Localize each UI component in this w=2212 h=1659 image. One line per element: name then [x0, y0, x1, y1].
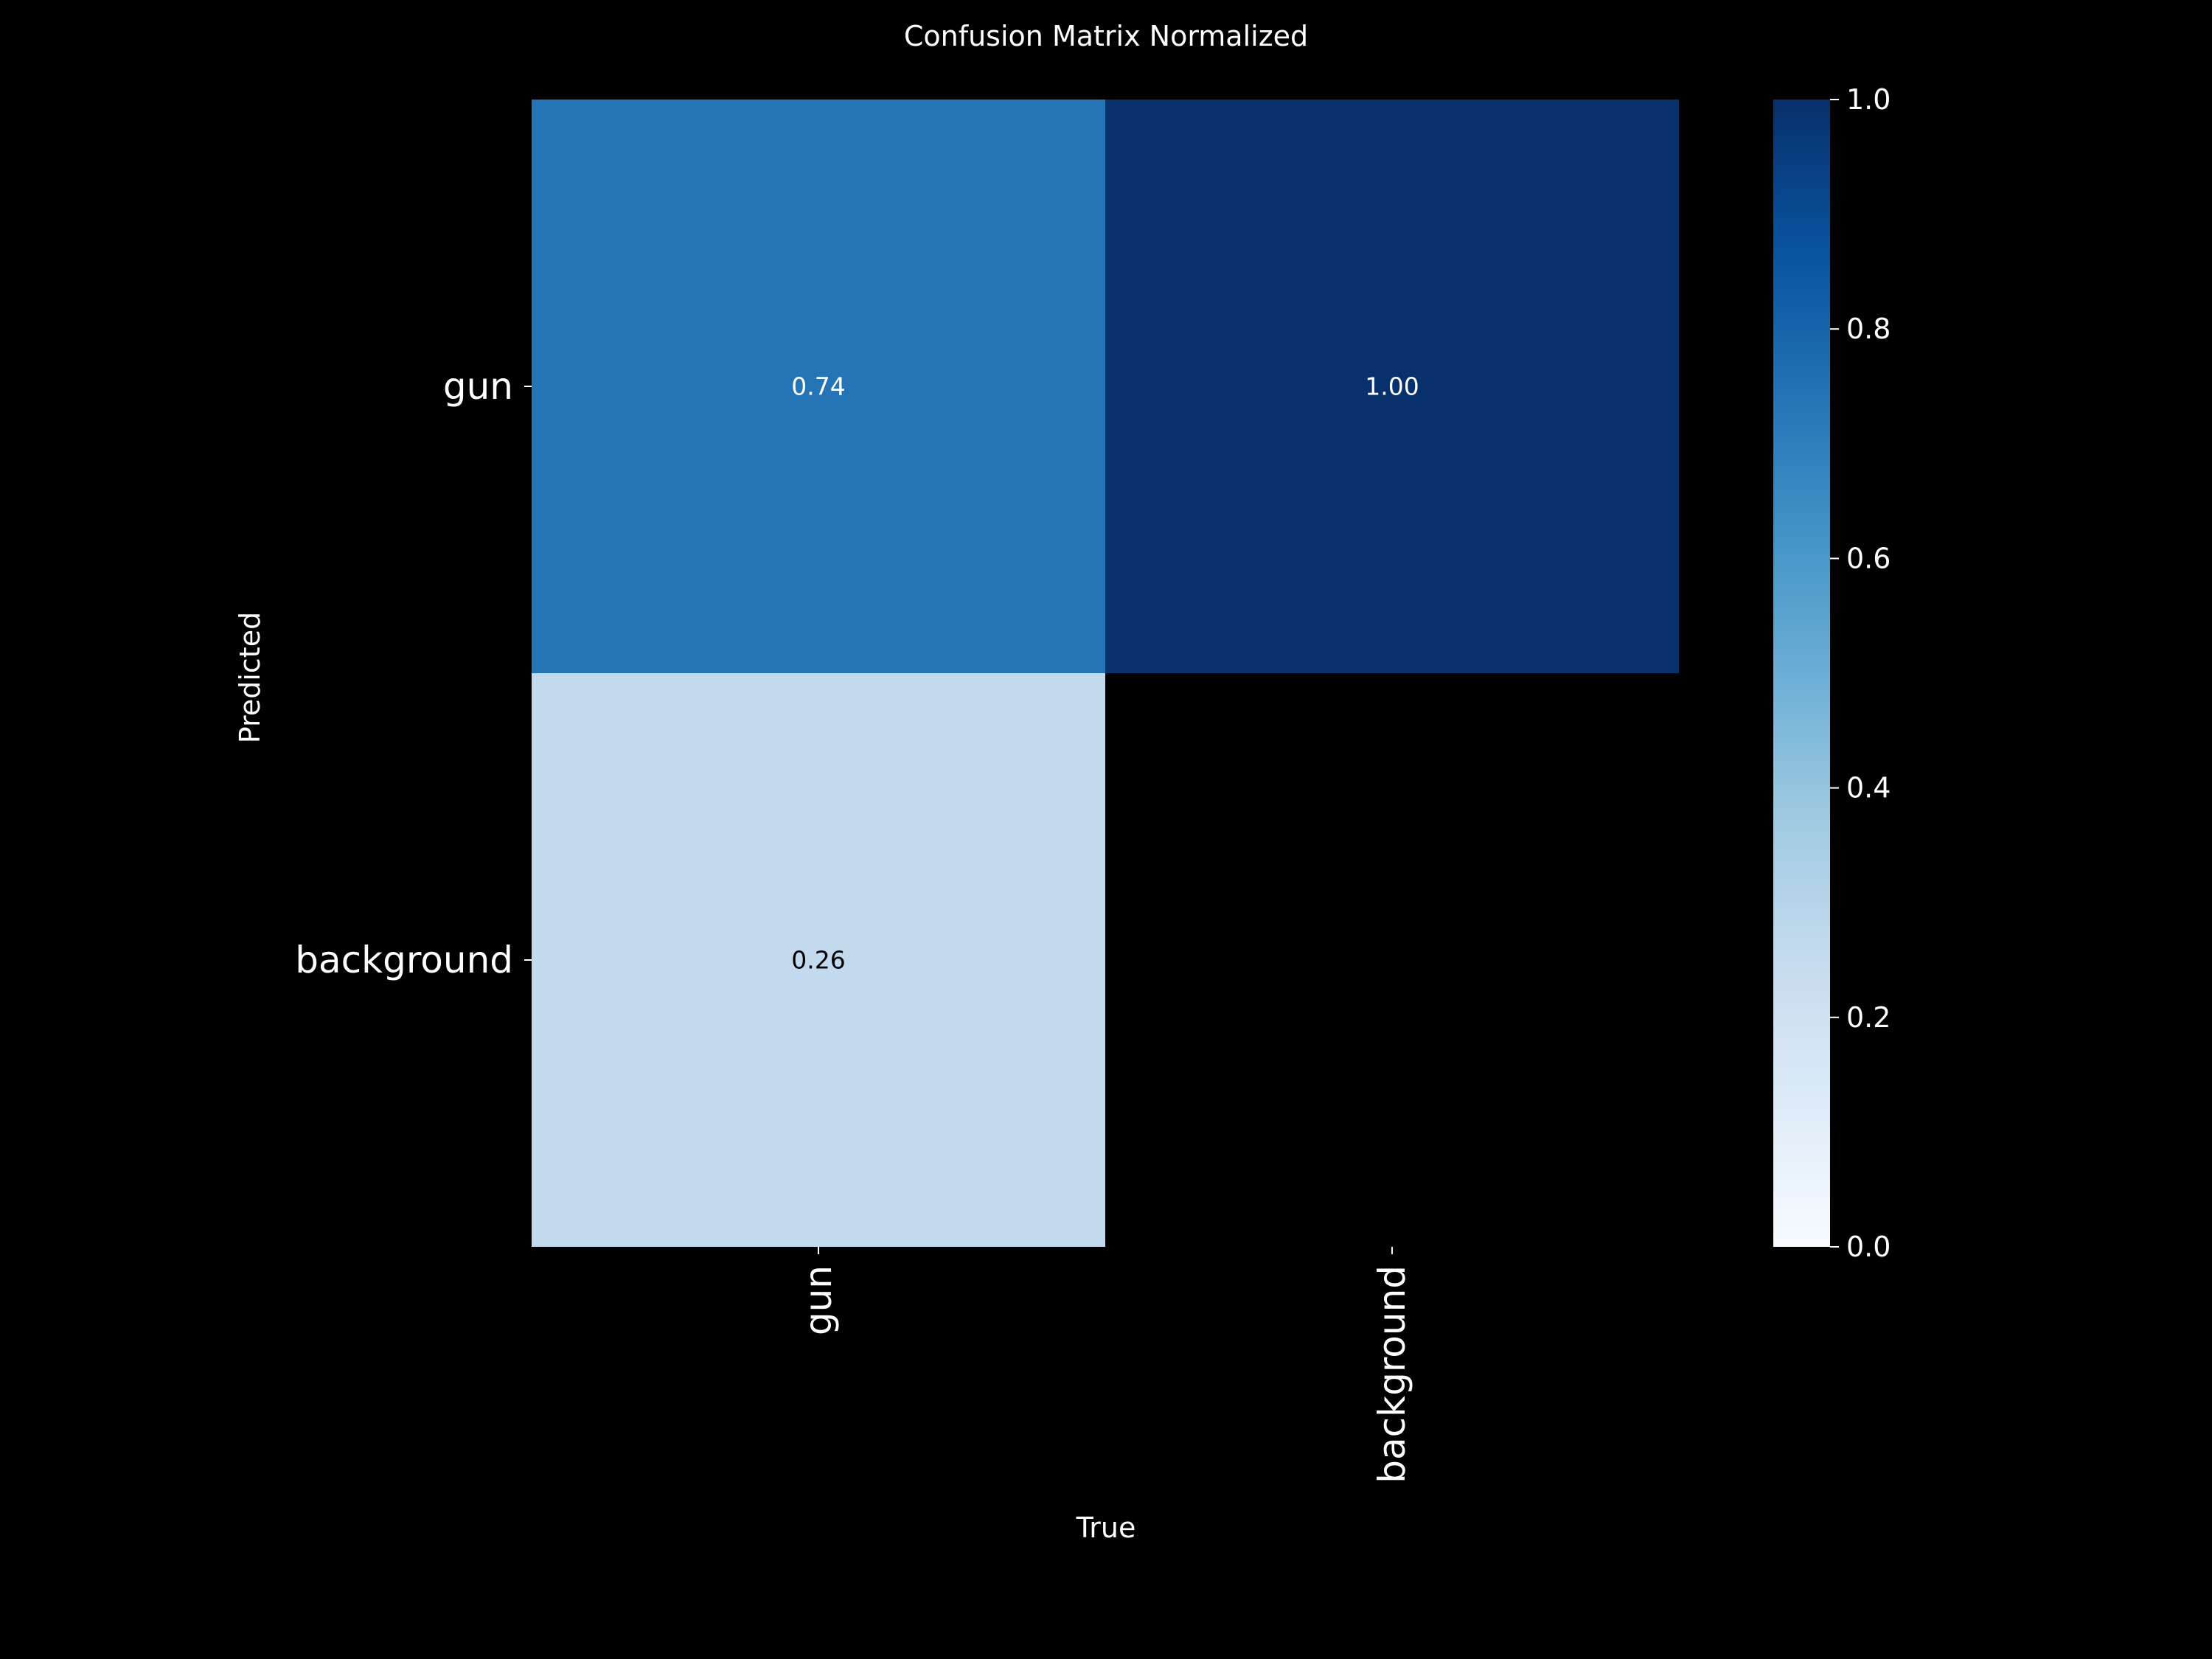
heatmap-cell-label: 0.26: [791, 946, 845, 975]
colorbar-tick-label: 0.8: [1846, 313, 1891, 345]
colorbar-tick-label: 0.2: [1846, 1001, 1891, 1034]
x-tick-label: background: [1371, 1265, 1413, 1484]
heatmap-cells: [532, 100, 1679, 1247]
heatmap-cell: [532, 100, 1105, 673]
y-tick-label: background: [295, 939, 513, 981]
colorbar-tick-label: 0.4: [1846, 772, 1891, 804]
colorbar-tick-label: 0.6: [1846, 542, 1891, 574]
heatmap-cell: [1105, 100, 1679, 673]
colorbar: [1773, 100, 1830, 1247]
colorbar-tick-label: 0.0: [1846, 1231, 1891, 1263]
heatmap-cell: [532, 673, 1105, 1247]
y-axis-label: Predicted: [234, 612, 266, 743]
y-axis-ticks: gun background: [295, 365, 532, 981]
x-axis-ticks: gun background: [797, 1247, 1413, 1484]
heatmap-cell-label: 0.74: [791, 372, 845, 401]
y-tick-label: gun: [443, 365, 513, 408]
colorbar-ticks: 0.0 0.2 0.4 0.6 0.8 1.0: [1830, 83, 1891, 1263]
x-axis-label: True: [1076, 1512, 1136, 1544]
x-tick-label: gun: [797, 1265, 840, 1335]
heatmap-cell-label: 1.00: [1365, 372, 1419, 401]
heatmap-cell-labels: 0.74 1.00 0.26: [791, 372, 1419, 975]
chart-title: Confusion Matrix Normalized: [904, 20, 1308, 52]
colorbar-tick-label: 1.0: [1846, 83, 1891, 116]
